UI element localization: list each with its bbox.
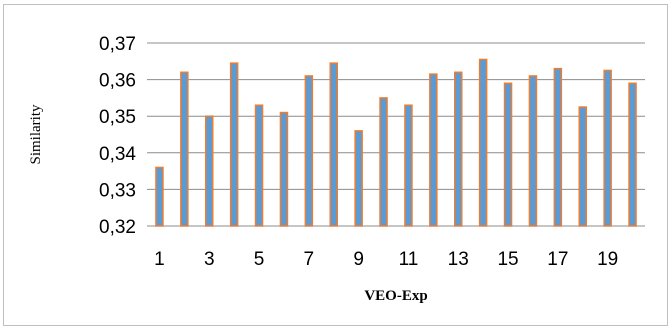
bar-3: [205, 115, 214, 227]
x-tick-label: 3: [204, 249, 215, 270]
x-tick-label: 5: [254, 249, 265, 270]
y-tick-labels: 0,32 0,33 0,34 0,35 0,36 0,37: [99, 34, 136, 238]
y-axis-title: Similarity: [28, 104, 44, 165]
bar-1: [155, 166, 164, 227]
bar-5: [254, 104, 264, 227]
y-tick-label: 0,32: [99, 217, 136, 238]
bar-9: [354, 130, 363, 227]
bar-20: [628, 82, 637, 227]
bar-4: [229, 62, 239, 227]
y-tick-label: 0,35: [99, 107, 136, 128]
bar-12: [429, 73, 438, 227]
x-tick-label: 13: [448, 249, 469, 270]
bar-8: [329, 62, 338, 227]
x-tick-label: 7: [304, 249, 315, 270]
bar-6: [279, 111, 289, 227]
x-tick-label: 17: [547, 249, 568, 270]
x-tick-label: 11: [399, 249, 419, 270]
bar-10: [379, 97, 388, 227]
bar-2: [180, 71, 189, 227]
bar-14: [478, 58, 488, 227]
x-tick-label: 19: [597, 249, 618, 270]
bar-19: [603, 69, 612, 227]
bar-17: [553, 67, 563, 227]
y-tick-label: 0,36: [99, 71, 136, 92]
x-tick-labels: 1 3 5 7 9 11 13 15 17 19: [154, 249, 618, 270]
x-tick-label: 1: [154, 249, 165, 270]
x-tick-label: 9: [353, 249, 364, 270]
bar-13: [454, 71, 463, 227]
y-tick-label: 0,33: [99, 180, 136, 201]
bar-15: [503, 82, 513, 227]
x-axis-title: VEO-Exp: [364, 288, 427, 304]
y-tick-label: 0,34: [99, 144, 136, 165]
gridlines: [147, 42, 645, 227]
bar-16: [528, 75, 538, 227]
y-tick-label: 0,37: [99, 34, 136, 55]
bar-7: [304, 75, 314, 227]
bar-18: [578, 106, 587, 227]
bars: [155, 58, 637, 227]
bar-11: [404, 104, 413, 227]
x-tick-label: 15: [497, 249, 518, 270]
